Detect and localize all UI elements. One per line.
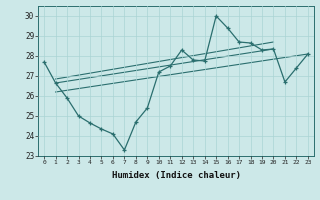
X-axis label: Humidex (Indice chaleur): Humidex (Indice chaleur) xyxy=(111,171,241,180)
